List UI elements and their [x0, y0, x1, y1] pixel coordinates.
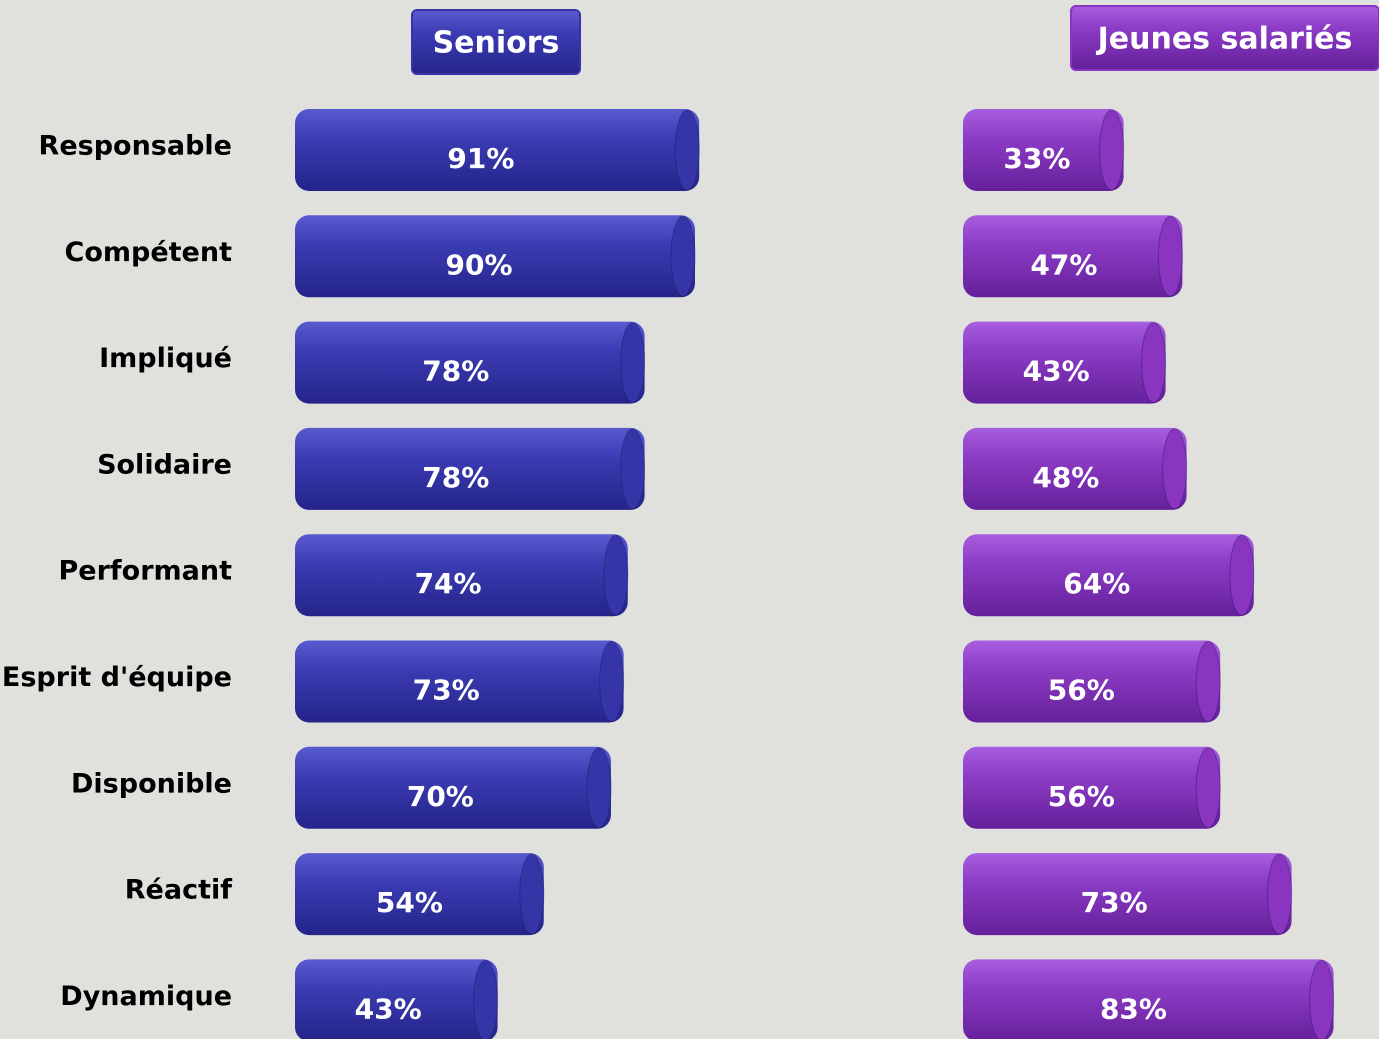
bar [295, 746, 611, 829]
bar [963, 853, 1292, 936]
bar-cap [1099, 109, 1125, 191]
value-label: 83% [1100, 992, 1167, 1025]
bar-cap [1195, 747, 1221, 829]
value-label: 56% [1048, 780, 1115, 813]
legend-label: Jeunes salariés [1096, 22, 1353, 57]
bar [963, 215, 1183, 298]
category-label: Esprit d'équipe [2, 662, 232, 693]
bar-cap [1157, 215, 1183, 297]
value-label: 33% [1003, 142, 1070, 175]
bar-cap [586, 747, 612, 829]
category-label: Performant [58, 556, 232, 587]
bar-cap [519, 853, 545, 935]
bar [295, 534, 628, 617]
value-label: 78% [422, 355, 489, 388]
value-label: 56% [1048, 674, 1115, 707]
bar [295, 321, 645, 404]
bar-cap [473, 959, 499, 1039]
category-label: Dynamique [60, 981, 232, 1012]
category-label: Responsable [39, 131, 232, 162]
value-label: 73% [413, 674, 480, 707]
bar-cap [620, 428, 646, 510]
bar [963, 109, 1124, 191]
value-label: 43% [1023, 355, 1090, 388]
bar-cap [1162, 428, 1188, 510]
value-label: 70% [407, 780, 474, 813]
value-label: 47% [1030, 248, 1097, 281]
value-label: 74% [415, 567, 482, 600]
value-label: 64% [1063, 567, 1130, 600]
bar-cap [1267, 853, 1293, 935]
legend-label: Seniors [433, 26, 560, 61]
value-label: 73% [1081, 886, 1148, 919]
value-label: 54% [376, 886, 443, 919]
bar-cap [620, 322, 646, 404]
category-label: Compétent [65, 237, 233, 268]
category-label: Disponible [71, 768, 232, 799]
bar-cap [1141, 322, 1167, 404]
bar [295, 215, 695, 298]
bar [963, 534, 1254, 617]
category-label: Réactif [125, 875, 232, 906]
bar-cap [603, 534, 629, 616]
value-label: 43% [355, 992, 422, 1025]
bar [295, 427, 645, 510]
value-label: 48% [1032, 461, 1099, 494]
bar [963, 959, 1334, 1039]
bar-cap [599, 641, 625, 722]
bar [295, 959, 498, 1039]
bar [963, 746, 1221, 829]
legend-header [1070, 5, 1379, 71]
category-label: Impliqué [99, 343, 232, 374]
value-label: 91% [447, 142, 514, 175]
bar [295, 640, 624, 723]
value-label: 78% [422, 461, 489, 494]
bar [295, 853, 544, 936]
legend-header [411, 9, 581, 75]
bar [963, 321, 1166, 404]
bar-cap [670, 215, 696, 297]
bar [963, 427, 1187, 510]
bar [295, 109, 700, 191]
bar-cap [1229, 534, 1255, 616]
value-label: 90% [445, 248, 512, 281]
bar-cap [1195, 641, 1221, 722]
bar [963, 640, 1221, 723]
bar-cap [674, 109, 700, 191]
bar-cap [1309, 959, 1335, 1039]
category-label: Solidaire [97, 449, 232, 480]
